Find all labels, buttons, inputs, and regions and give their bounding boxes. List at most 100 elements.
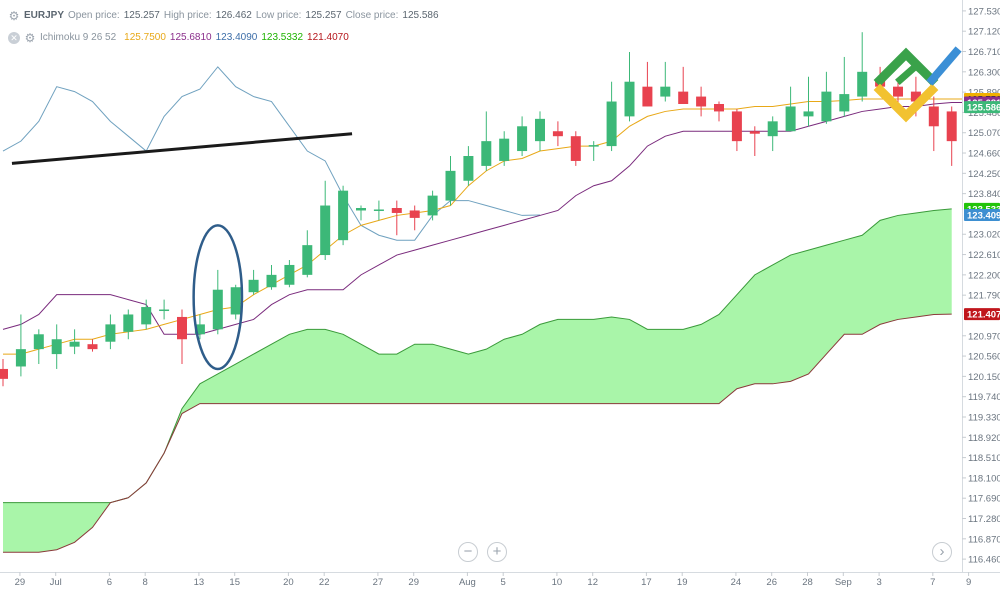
symbol-label: EURJPY (24, 10, 65, 21)
candle-bull (15, 349, 26, 367)
price-badge-label: 123.409 (967, 210, 1000, 221)
time-tick-label: 7 (930, 577, 935, 588)
price-tick-label: 125.480 (968, 108, 1000, 119)
indicator-name: Ichimoku 9 26 52 (40, 32, 117, 43)
trendline-drawing (11, 132, 353, 165)
candles-layer (0, 32, 975, 387)
candle-bull (839, 94, 850, 112)
price-tick-label: 124.250 (968, 169, 1000, 180)
price-tick-label: 123.840 (968, 189, 1000, 200)
candle-bull (481, 141, 492, 166)
ohlc-legend: ⚙ EURJPY Open price: 125.257 High price:… (8, 9, 439, 23)
high-label: High price: (163, 10, 212, 21)
candle-bear (391, 208, 402, 213)
candle-bull (535, 118, 545, 142)
candle-bear (570, 136, 581, 161)
candle-bull (248, 279, 259, 293)
time-tick-label: 29 (15, 577, 26, 588)
time-tick-label: 28 (802, 577, 813, 588)
candle-bear (696, 96, 707, 107)
cloud-bull-area (3, 208, 952, 553)
price-tick-label: 119.330 (968, 412, 1000, 423)
price-tick-label: 120.150 (968, 372, 1000, 383)
candle-bear (552, 131, 563, 137)
candle-bull (159, 309, 170, 312)
candle-bull (69, 341, 80, 347)
price-tick-label: 117.280 (968, 514, 1000, 525)
low-value: 125.257 (305, 10, 342, 21)
price-badge-label: 125.586 (967, 103, 1000, 114)
price-tick-label: 116.460 (968, 555, 1000, 566)
candle-bear (946, 111, 957, 142)
zoom-in-button[interactable]: + (487, 542, 507, 562)
ellipse-drawing (192, 224, 244, 371)
candle-bull (767, 121, 778, 137)
price-tick-label: 126.710 (968, 47, 1000, 58)
candle-bull (588, 145, 599, 147)
indicator-legend: ✕ ⚙ Ichimoku 9 26 52 125.7500 125.6810 123… (8, 31, 349, 45)
candle-bear (177, 316, 187, 340)
candle-bull (284, 264, 295, 285)
price-tick-label: 127.530 (968, 6, 1000, 17)
candle-bear (409, 210, 420, 218)
time-tick-label: 6 (107, 577, 112, 588)
candle-bull (857, 71, 868, 97)
low-label: Low price: (255, 10, 302, 21)
indicator-value: 121.4070 (307, 32, 349, 43)
zoom-out-button[interactable]: − (458, 542, 478, 562)
candle-bull (624, 81, 635, 117)
time-tick-label: 9 (966, 577, 971, 588)
time-tick-label: 26 (766, 577, 777, 588)
candle-bear (731, 111, 742, 142)
price-tick-label: 117.690 (968, 494, 1000, 505)
annotations-layer (11, 132, 353, 371)
time-tick-label: Jul (50, 577, 62, 588)
price-tick-label: 121.790 (968, 291, 1000, 302)
candle-bear (893, 86, 903, 97)
price-badge-label: 121.407 (967, 310, 1000, 321)
scroll-right-button[interactable]: › (932, 542, 952, 562)
price-tick-label: 122.200 (968, 270, 1000, 281)
time-tick-label: 17 (641, 577, 652, 588)
candle-bear (910, 91, 921, 102)
time-tick-label: 19 (677, 577, 688, 588)
candle-bull (821, 91, 832, 122)
open-value: 125.257 (123, 10, 160, 21)
close-icon[interactable]: ✕ (8, 32, 20, 44)
candle-bull (141, 307, 152, 325)
candle-bull (51, 339, 62, 355)
price-badge (964, 101, 1000, 114)
close-label: Close price: (345, 10, 399, 21)
time-tick-label: 10 (552, 577, 563, 588)
time-tick-label: 5 (501, 577, 506, 588)
candle-bull (445, 170, 456, 201)
senkou-span-b-line (3, 313, 952, 553)
gear-icon[interactable]: ⚙ (24, 31, 36, 45)
candle-bull (606, 101, 617, 147)
gear-icon[interactable]: ⚙ (8, 9, 20, 23)
indicator-value: 123.4090 (215, 32, 258, 43)
candle-bull (230, 287, 241, 315)
time-tick-label: 15 (229, 577, 240, 588)
time-tick-label: Aug (459, 577, 476, 588)
indicator-values: 125.7500 125.6810 123.4090 123.5332 121.4070 (120, 31, 349, 45)
candle-bull (517, 126, 528, 152)
close-value: 125.586 (402, 10, 439, 21)
time-tick-label: 3 (876, 577, 881, 588)
candle-bull (212, 289, 223, 330)
candle-bull (105, 324, 116, 342)
candle-bull (785, 106, 796, 132)
indicator-value: 125.7500 (124, 32, 166, 43)
price-tick-label: 120.970 (968, 331, 1000, 342)
price-tick-label: 124.660 (968, 149, 1000, 160)
price-tick-label: 116.870 (968, 534, 1000, 545)
price-tick-label: 122.610 (968, 250, 1000, 261)
candle-bear (87, 344, 98, 350)
candle-bear (0, 368, 8, 379)
price-tick-label: 118.100 (968, 473, 1000, 484)
time-tick-label: 12 (587, 577, 598, 588)
candle-bull (338, 190, 349, 241)
